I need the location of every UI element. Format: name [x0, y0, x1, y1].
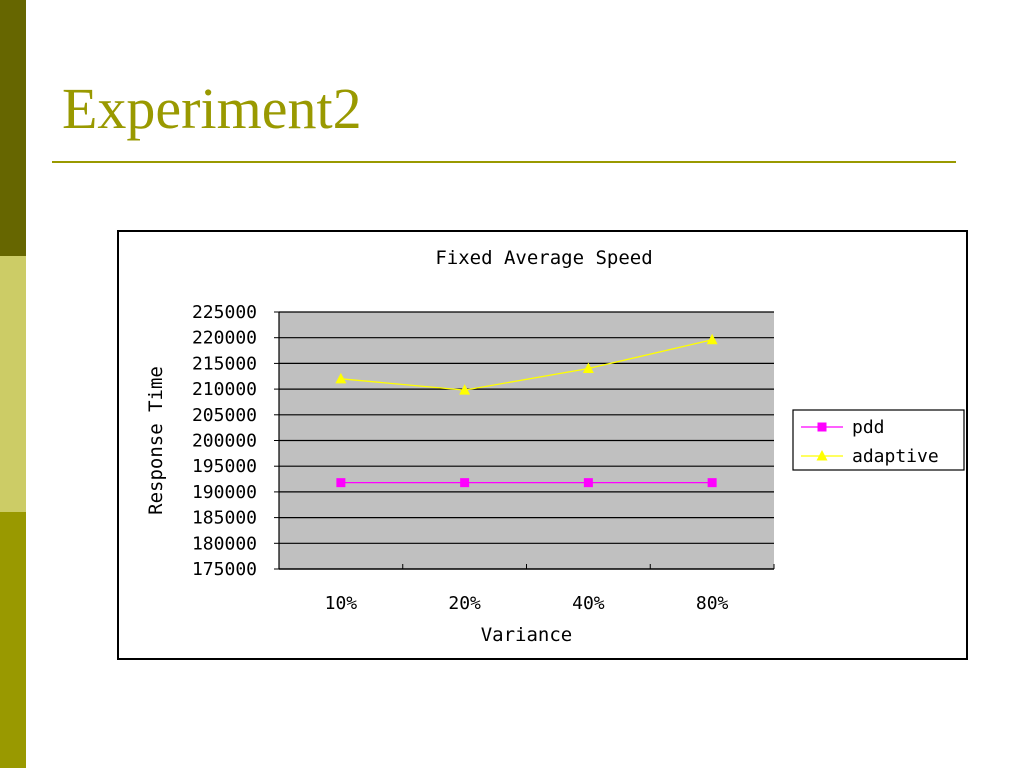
x-tick-label: 20%: [448, 593, 481, 614]
x-tick-label: 80%: [696, 593, 729, 614]
data-point-adaptive: [459, 384, 471, 395]
data-point-adaptive: [706, 333, 718, 345]
data-point-pdd: [707, 478, 717, 488]
y-tick-label: 210000: [192, 379, 257, 400]
y-tick-label: 205000: [192, 405, 257, 426]
legend-label: pdd: [852, 417, 885, 438]
slide-title: Experiment2: [62, 76, 362, 141]
y-tick-label: 180000: [192, 533, 257, 554]
y-tick-label: 190000: [192, 482, 257, 503]
sidebar-band-dark: [0, 0, 26, 256]
x-axis-ticks: 10% 20% 40% 80%: [278, 564, 775, 614]
y-axis-label: Response Time: [145, 366, 167, 515]
series-line-adaptive: [340, 339, 713, 391]
y-tick-label: 215000: [192, 353, 257, 374]
title-underline: [52, 161, 956, 163]
line-chart: Fixed Average Speed 175000 180000 185000 19…: [145, 247, 965, 646]
legend: pdd adaptive: [792, 409, 965, 471]
data-point-pdd: [336, 478, 346, 488]
data-point-pdd: [583, 478, 593, 488]
x-tick-label: 40%: [572, 593, 605, 614]
data-point-pdd: [460, 478, 470, 488]
y-tick-label: 175000: [192, 559, 257, 580]
data-point-adaptive: [335, 372, 347, 384]
y-tick-label: 185000: [192, 508, 257, 529]
y-tick-label: 225000: [192, 302, 257, 323]
series-adaptive: [335, 333, 718, 395]
x-axis-label: Variance: [481, 624, 573, 646]
legend-marker-pdd: [817, 422, 827, 432]
sidebar-band-light: [0, 256, 26, 512]
legend-label: adaptive: [852, 446, 939, 467]
y-tick-label: 195000: [192, 456, 257, 477]
sidebar-band-olive: [0, 512, 26, 768]
series-layer: [335, 333, 718, 488]
y-tick-label: 220000: [192, 328, 257, 349]
chart-container: Fixed Average Speed 175000 180000 185000 19…: [117, 230, 968, 660]
chart-title: Fixed Average Speed: [435, 247, 652, 269]
data-point-adaptive: [582, 362, 594, 374]
series-pdd: [336, 478, 717, 488]
y-tick-label: 200000: [192, 431, 257, 452]
legend-marker-adaptive: [816, 450, 828, 461]
y-axis-ticks: 175000 180000 185000 190000 195000 200000 2050…: [192, 302, 279, 580]
x-tick-label: 10%: [325, 593, 358, 614]
